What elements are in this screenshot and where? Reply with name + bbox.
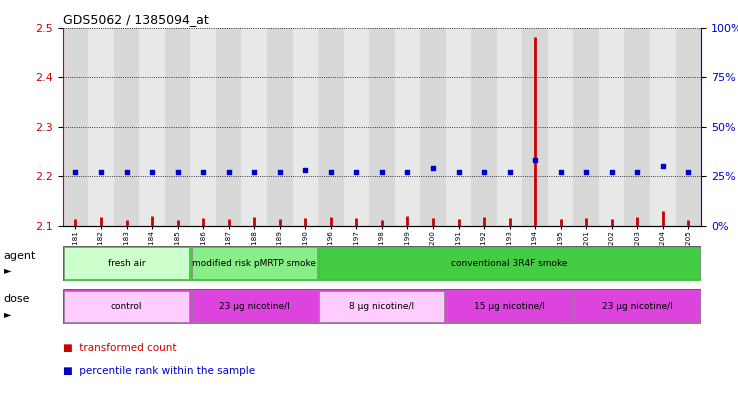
Text: ■  percentile rank within the sample: ■ percentile rank within the sample (63, 366, 255, 376)
Bar (650, 28, 675, 226)
Bar (344, 28, 369, 226)
Point (121, 169, 133, 176)
Bar (89, 28, 114, 226)
Bar (573, 28, 599, 226)
Bar (548, 28, 573, 226)
Bar (497, 28, 523, 226)
Point (427, 165, 439, 172)
Point (69, 169, 81, 176)
Bar (114, 28, 139, 226)
Point (478, 169, 490, 176)
Bar (64, 290, 189, 322)
Text: fresh air: fresh air (108, 259, 145, 268)
Bar (192, 248, 317, 279)
Bar (165, 28, 190, 226)
Bar (446, 28, 472, 226)
Text: ■  transformed count: ■ transformed count (63, 343, 176, 353)
Point (529, 157, 541, 163)
Text: 23 μg nicotine/l: 23 μg nicotine/l (219, 302, 289, 311)
Point (197, 169, 209, 176)
Point (401, 169, 413, 176)
Point (555, 169, 567, 176)
Point (580, 169, 592, 176)
Bar (523, 28, 548, 226)
Bar (675, 28, 701, 226)
Point (223, 169, 235, 176)
Bar (192, 290, 317, 322)
Point (300, 167, 311, 174)
Text: ►: ► (4, 309, 11, 319)
Point (376, 169, 388, 176)
Point (248, 169, 261, 176)
Bar (369, 28, 395, 226)
Point (632, 169, 644, 176)
Bar (267, 28, 292, 226)
Point (452, 169, 464, 176)
Point (504, 169, 516, 176)
Text: conventional 3R4F smoke: conventional 3R4F smoke (452, 259, 568, 268)
Bar (472, 28, 497, 226)
Bar (139, 28, 165, 226)
Bar (241, 28, 267, 226)
Text: agent: agent (4, 251, 36, 261)
Text: ►: ► (4, 265, 11, 275)
Bar (395, 28, 420, 226)
Point (274, 169, 286, 176)
Point (172, 169, 184, 176)
Point (606, 169, 618, 176)
Text: control: control (111, 302, 142, 311)
Bar (63, 28, 89, 226)
Point (351, 169, 362, 176)
Bar (420, 28, 446, 226)
Bar (318, 28, 344, 226)
Point (325, 169, 337, 176)
Text: GDS5062 / 1385094_at: GDS5062 / 1385094_at (63, 13, 208, 26)
Bar (292, 28, 318, 226)
Text: 15 μg nicotine/l: 15 μg nicotine/l (474, 302, 545, 311)
Bar (575, 290, 700, 322)
Bar (190, 28, 216, 226)
Bar (599, 28, 624, 226)
Point (657, 163, 669, 170)
Point (146, 169, 158, 176)
Point (95, 169, 107, 176)
Point (683, 169, 694, 176)
Bar (64, 248, 189, 279)
Bar (216, 28, 241, 226)
Bar (320, 248, 700, 279)
Text: 23 μg nicotine/l: 23 μg nicotine/l (602, 302, 672, 311)
Text: dose: dose (4, 294, 30, 305)
Bar (447, 290, 572, 322)
Bar (320, 290, 444, 322)
Bar (624, 28, 650, 226)
Text: 8 μg nicotine/l: 8 μg nicotine/l (349, 302, 415, 311)
Text: modified risk pMRTP smoke: modified risk pMRTP smoke (192, 259, 317, 268)
